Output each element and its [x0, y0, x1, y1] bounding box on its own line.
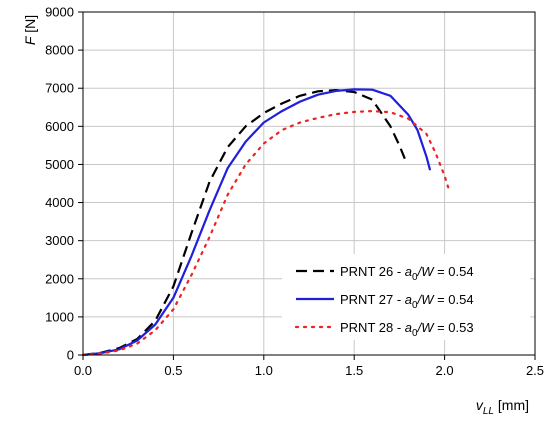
- series-line-1: [82, 88, 406, 357]
- legend-sub: 0: [412, 300, 418, 311]
- series-line-3: [81, 109, 450, 357]
- legend-text: PRNT 28 -: [340, 320, 405, 335]
- x-tick-label: 1.0: [255, 363, 273, 378]
- x-tick-label: 0.5: [164, 363, 182, 378]
- x-axis-label-sub: LL: [483, 406, 494, 417]
- plot-frame: [82, 11, 536, 356]
- legend-var: a: [405, 320, 412, 335]
- legend-box: [282, 254, 530, 340]
- legend-value: = 0.54: [433, 292, 473, 307]
- y-tick-label: 7000: [45, 81, 74, 96]
- y-tick-label: 8000: [45, 43, 74, 58]
- y-axis-label: F [N]: [22, 15, 38, 45]
- y-tick-label: 0: [67, 348, 74, 363]
- legend-sub: 0: [412, 272, 418, 283]
- legend-sub: 0: [412, 328, 418, 339]
- legend-text: PRNT 27 -: [340, 292, 405, 307]
- x-tick-label: 1.5: [345, 363, 363, 378]
- legend-ratio: /W: [417, 292, 436, 307]
- x-tick-label: 0.0: [74, 363, 92, 378]
- y-tick-label: 3000: [45, 233, 74, 248]
- legend-var: a: [405, 292, 412, 307]
- x-axis-label-unit: [mm]: [494, 397, 529, 413]
- legend-value: = 0.53: [433, 320, 473, 335]
- x-axis-label: vLL [mm]: [476, 397, 529, 417]
- y-tick-label: 9000: [45, 5, 74, 20]
- x-axis-label-var: v: [476, 397, 484, 413]
- y-tick-label: 4000: [45, 195, 74, 210]
- y-tick-label: 1000: [45, 309, 74, 324]
- series-line-2: [82, 88, 432, 357]
- x-tick-label: 2.5: [526, 363, 544, 378]
- legend-label-3: PRNT 28 - a0/W = 0.53: [340, 320, 474, 339]
- legend-value: = 0.54: [433, 264, 473, 279]
- legend-label-1: PRNT 26 - a0/W = 0.54: [340, 264, 474, 283]
- y-axis-label-var: F: [22, 35, 38, 45]
- y-tick-label: 2000: [45, 271, 74, 286]
- legend-label-2: PRNT 27 - a0/W = 0.54: [340, 292, 474, 311]
- legend-text: PRNT 26 -: [340, 264, 405, 279]
- y-tick-label: 6000: [45, 119, 74, 134]
- legend-ratio: /W: [417, 320, 436, 335]
- y-tick-label: 5000: [45, 157, 74, 172]
- series-lines: [81, 88, 450, 357]
- axes: 0.0 0.5 1.0 1.5 2.0 2.5 0 1000 2000 3000 4000 5000 6…: [22, 5, 544, 418]
- y-axis-label-unit: [N]: [22, 15, 38, 37]
- x-tick-label: 2.0: [436, 363, 454, 378]
- legend-var: a: [405, 264, 412, 279]
- legend-ratio: /W: [417, 264, 436, 279]
